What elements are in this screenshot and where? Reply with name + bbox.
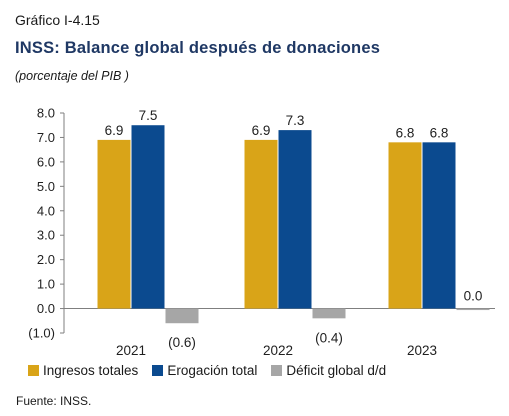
data-label: 6.8 — [430, 125, 449, 140]
data-label: 7.3 — [286, 113, 305, 128]
legend-swatch-erogacion — [152, 365, 164, 376]
source-note: Fuente: INSS. — [16, 394, 92, 408]
legend-item-erogacion: Erogación total — [152, 363, 257, 378]
legend-label-erogacion: Erogación total — [167, 363, 258, 378]
x-tick-label: 2021 — [116, 343, 146, 358]
legend-item-deficit: Déficit global d/d — [271, 363, 386, 378]
chart-title: INSS: Balance global después de donacion… — [15, 39, 381, 57]
legend-label-ingresos: Ingresos totales — [43, 363, 139, 378]
y-tick-label: 7.0 — [37, 130, 55, 145]
y-tick-label: 1.0 — [37, 277, 55, 292]
chart-subtitle: (porcentaje del PIB ) — [15, 69, 129, 83]
bar — [388, 142, 422, 309]
bar — [97, 139, 131, 309]
legend-swatch-ingresos — [28, 365, 39, 376]
legend-item-ingresos: Ingresos totales — [28, 363, 138, 378]
y-tick-label: 5.0 — [37, 179, 55, 194]
data-label: 0.0 — [464, 289, 483, 304]
data-label: (0.6) — [168, 335, 196, 350]
legend-label-deficit: Déficit global d/d — [286, 363, 387, 378]
data-label: (0.4) — [315, 330, 343, 345]
y-tick-label: (1.0) — [28, 326, 55, 341]
data-label: 6.9 — [105, 123, 124, 138]
y-tick-label: 4.0 — [37, 203, 55, 218]
bar — [422, 142, 456, 309]
data-label: 6.9 — [252, 123, 271, 138]
data-label: 6.8 — [396, 125, 415, 140]
y-tick-label: 6.0 — [37, 154, 55, 169]
bar — [244, 139, 278, 309]
legend-swatch-deficit — [271, 365, 283, 376]
chart-legend: Ingresos totales Erogación total Déficit… — [28, 363, 400, 378]
bar — [165, 308, 199, 324]
data-label: 7.5 — [139, 108, 158, 123]
y-tick-label: 3.0 — [37, 228, 55, 243]
y-tick-label: 0.0 — [37, 301, 55, 316]
bar — [456, 308, 490, 311]
x-tick-label: 2023 — [407, 343, 437, 358]
x-tick-label: 2022 — [263, 343, 293, 358]
y-tick-label: 2.0 — [37, 252, 55, 267]
figure-label: Gráfico I-4.15 — [15, 12, 100, 28]
bar — [278, 130, 312, 309]
y-tick-label: 8.0 — [37, 106, 55, 121]
bar — [131, 125, 165, 309]
bar — [312, 308, 346, 319]
